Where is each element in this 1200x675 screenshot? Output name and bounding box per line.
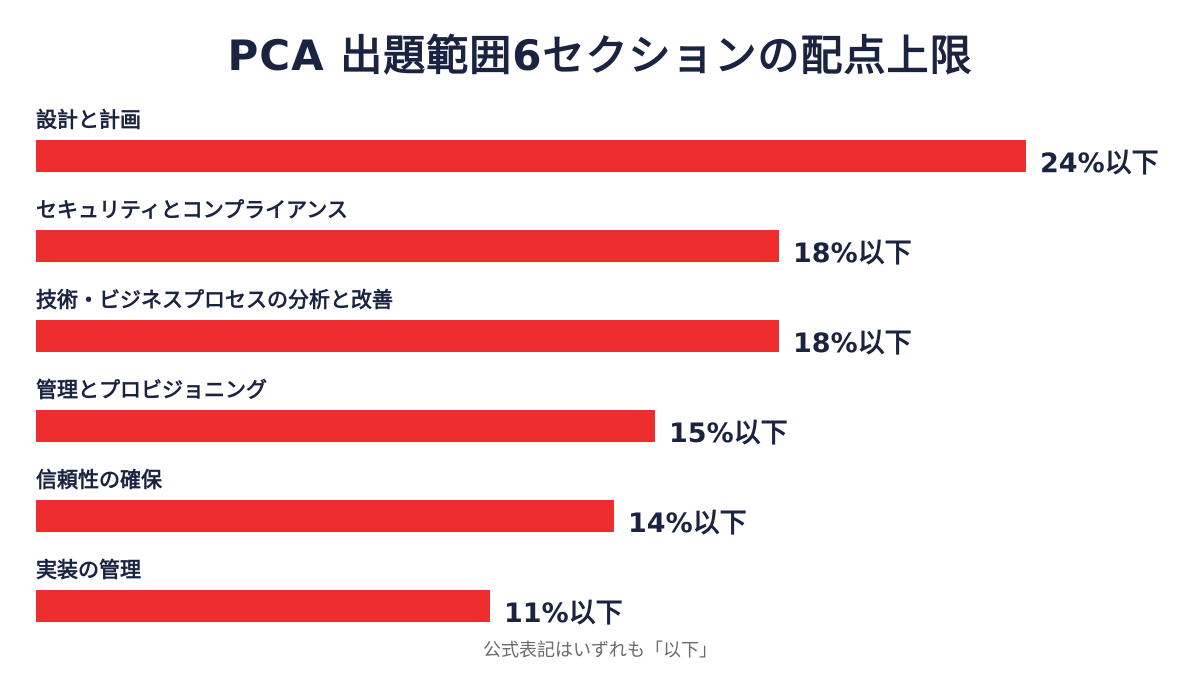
data-label: 14%以下 <box>628 508 747 539</box>
chart-title: PCA 出題範囲6セクションの配点上限 <box>227 31 973 80</box>
category-label: 管理とプロビジョニング <box>36 378 267 402</box>
data-label: 24%以下 <box>1040 148 1159 179</box>
bar <box>36 500 614 532</box>
bar <box>36 590 490 622</box>
bar <box>36 410 655 442</box>
data-label: 11%以下 <box>504 598 623 629</box>
bar <box>36 320 779 352</box>
data-label: 18%以下 <box>793 328 912 359</box>
category-label: 実装の管理 <box>36 558 141 582</box>
footnote: 公式表記はいずれも「以下」 <box>483 640 717 661</box>
bar <box>36 140 1026 172</box>
category-label: 技術・ビジネスプロセスの分析と改善 <box>36 288 393 312</box>
bar <box>36 230 779 262</box>
category-label: 設計と計画 <box>36 108 141 132</box>
data-label: 15%以下 <box>669 418 788 449</box>
category-label: セキュリティとコンプライアンス <box>36 198 348 222</box>
category-label: 信頼性の確保 <box>36 468 162 492</box>
data-label: 18%以下 <box>793 238 912 269</box>
